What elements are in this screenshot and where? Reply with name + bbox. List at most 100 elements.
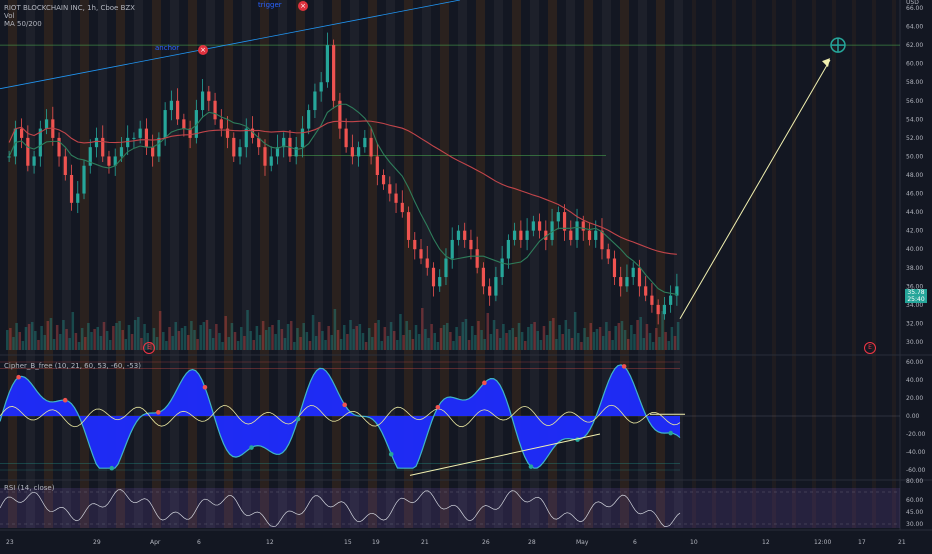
volume-bar bbox=[458, 336, 461, 350]
ma-200-line bbox=[8, 120, 677, 255]
candle-body bbox=[519, 230, 523, 240]
volume-bar bbox=[520, 332, 524, 350]
candle-body bbox=[294, 147, 298, 157]
earnings-icon-right[interactable]: E bbox=[864, 342, 876, 354]
earnings-icon[interactable]: E bbox=[143, 342, 155, 354]
volume-bar bbox=[517, 323, 521, 350]
rsi-label[interactable]: RSI (14, close) bbox=[4, 484, 55, 492]
volume-bar bbox=[377, 320, 380, 350]
candle-body bbox=[132, 137, 136, 139]
volume-bar bbox=[283, 338, 287, 350]
candle-body bbox=[550, 221, 554, 240]
volume-bar bbox=[264, 330, 268, 350]
volume-bar bbox=[399, 314, 402, 350]
volume-bar bbox=[90, 332, 93, 350]
time-tick: May bbox=[576, 539, 589, 546]
candle-body bbox=[506, 239, 510, 259]
session-band bbox=[62, 0, 71, 528]
volume-bar bbox=[268, 327, 271, 350]
volume-bar bbox=[127, 325, 131, 350]
candle-body bbox=[594, 230, 598, 240]
volume-bar bbox=[30, 322, 34, 350]
volume-bar bbox=[336, 330, 340, 350]
arrow-head bbox=[822, 58, 830, 68]
volume-bar bbox=[261, 321, 265, 350]
candle-body bbox=[38, 128, 42, 157]
candle-body bbox=[619, 277, 623, 287]
volume-bar bbox=[617, 323, 621, 350]
cipher-label[interactable]: Cipher_B_free (10, 21, 60, 53, -60, -53) bbox=[4, 362, 141, 370]
candle-body bbox=[157, 137, 161, 157]
candle-body bbox=[394, 193, 398, 203]
session-band bbox=[350, 0, 359, 528]
symbol-title[interactable]: RIOT BLOCKCHAIN INC, 1h, Cboe BZX bbox=[4, 4, 135, 12]
rsi-legend[interactable]: RSI (14, close) bbox=[4, 484, 54, 492]
volume-bar bbox=[96, 327, 100, 350]
volume-bar bbox=[246, 310, 249, 350]
volume-bar bbox=[639, 317, 642, 350]
volume-bar bbox=[202, 322, 206, 350]
volume-bar bbox=[274, 334, 277, 350]
volume-bar bbox=[636, 320, 639, 350]
price-tick: 32.00 bbox=[906, 320, 923, 327]
candle-body bbox=[69, 175, 74, 203]
cipher-dot bbox=[156, 410, 161, 415]
volume-bar bbox=[218, 333, 221, 350]
candle-body bbox=[456, 230, 461, 240]
session-band bbox=[772, 0, 776, 528]
session-band bbox=[732, 0, 736, 528]
session-band bbox=[206, 0, 215, 528]
session-band bbox=[530, 0, 539, 528]
cipher-legend[interactable]: Cipher_B_free (10, 21, 60, 53, -60, -53) bbox=[4, 362, 141, 370]
candle-body bbox=[494, 277, 498, 296]
anchor-close-icon[interactable]: × bbox=[198, 45, 208, 55]
candle-body bbox=[450, 239, 454, 259]
volume-bar bbox=[542, 326, 546, 350]
volume-bar bbox=[461, 322, 465, 350]
volume-bar bbox=[502, 324, 505, 350]
candle-body bbox=[631, 267, 635, 278]
volume-bar bbox=[402, 335, 405, 350]
volume-bar bbox=[146, 333, 149, 350]
candle-body bbox=[363, 137, 367, 148]
volume-bar bbox=[505, 333, 508, 350]
time-tick: 21 bbox=[421, 539, 429, 546]
money-flow-line bbox=[0, 404, 681, 428]
time-tick: 6 bbox=[197, 539, 201, 546]
candle-body bbox=[169, 100, 173, 111]
volume-bar bbox=[349, 320, 352, 350]
volume-bar bbox=[121, 330, 124, 350]
projection-arrow bbox=[679, 59, 831, 320]
candle-body bbox=[200, 91, 205, 111]
volume-bar bbox=[183, 326, 187, 350]
session-band bbox=[260, 0, 269, 528]
session-band bbox=[170, 0, 179, 528]
volume-bar bbox=[558, 325, 561, 350]
volume-bar bbox=[305, 332, 309, 350]
session-band bbox=[548, 0, 557, 528]
trigger-close-icon[interactable]: × bbox=[298, 1, 308, 11]
volume-bar bbox=[199, 325, 202, 350]
candle-body bbox=[257, 137, 261, 148]
volume-bar bbox=[196, 339, 199, 350]
ma-legend[interactable]: MA 50/200 bbox=[4, 20, 42, 28]
volume-bar bbox=[59, 334, 62, 350]
rsi-band bbox=[0, 488, 900, 528]
volume-legend[interactable]: Vol bbox=[4, 12, 15, 20]
volume-bar bbox=[630, 325, 633, 350]
price-tick: 30.00 bbox=[906, 339, 923, 346]
candle-body bbox=[82, 165, 86, 194]
volume-bar bbox=[580, 342, 583, 350]
volume-bar bbox=[480, 330, 483, 350]
cipher-dot bbox=[528, 464, 534, 469]
volume-bar bbox=[180, 328, 184, 350]
volume-bar bbox=[592, 332, 596, 350]
session-band bbox=[512, 0, 521, 528]
time-tick: Apr bbox=[150, 539, 161, 546]
volume-bar bbox=[130, 334, 134, 350]
cipher-tick: 0.00 bbox=[906, 413, 920, 420]
time-tick: 19 bbox=[372, 539, 380, 546]
price-tick: 58.00 bbox=[906, 79, 923, 86]
